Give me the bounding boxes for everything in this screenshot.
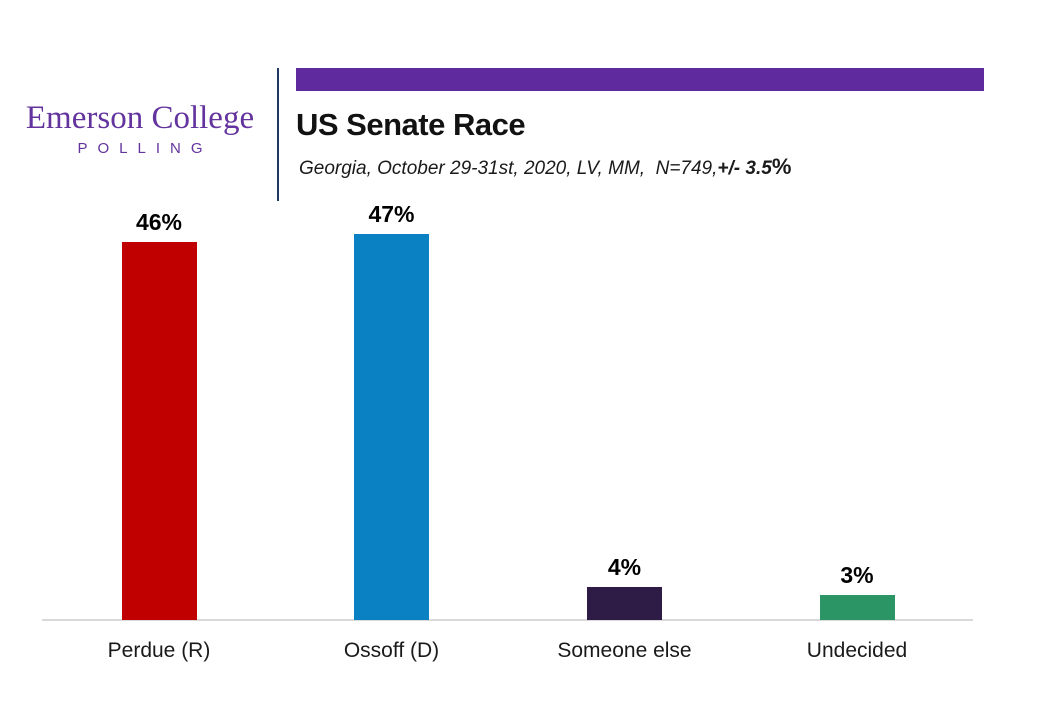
bar-someone-else	[587, 587, 662, 620]
value-label-someone-else: 4%	[607, 554, 642, 580]
bar-perdue-r	[121, 242, 197, 620]
category-label-ossoff-d: Ossoff (D)	[343, 639, 440, 662]
bar-undecided	[819, 595, 895, 620]
logo-name-text: Emerson College	[25, 100, 255, 136]
x-axis-line	[42, 619, 973, 621]
subtitle-percent-sign: %	[771, 154, 792, 179]
value-label-perdue-r: 46%	[135, 209, 183, 235]
category-label-someone-else: Someone else	[557, 639, 692, 662]
chart-subtitle: Georgia, October 29-31st, 2020, LV, MM, …	[299, 154, 791, 180]
vertical-divider	[277, 68, 279, 201]
value-label-ossoff-d: 47%	[368, 201, 415, 227]
bar-ossoff-d	[354, 234, 429, 620]
subtitle-margin-of-error: +/- 3.5	[717, 158, 772, 179]
emerson-college-polling-logo: Emerson College POLLING	[16, 100, 264, 158]
accent-banner	[296, 68, 984, 91]
logo-subname-text: POLLING	[77, 140, 213, 157]
category-label-perdue-r: Perdue (R)	[107, 639, 211, 662]
category-label-undecided: Undecided	[806, 639, 908, 662]
value-label-undecided: 3%	[840, 562, 874, 588]
subtitle-main-text: Georgia, October 29-31st, 2020, LV, MM, …	[299, 158, 718, 179]
chart-title: US Senate Race	[296, 107, 526, 142]
